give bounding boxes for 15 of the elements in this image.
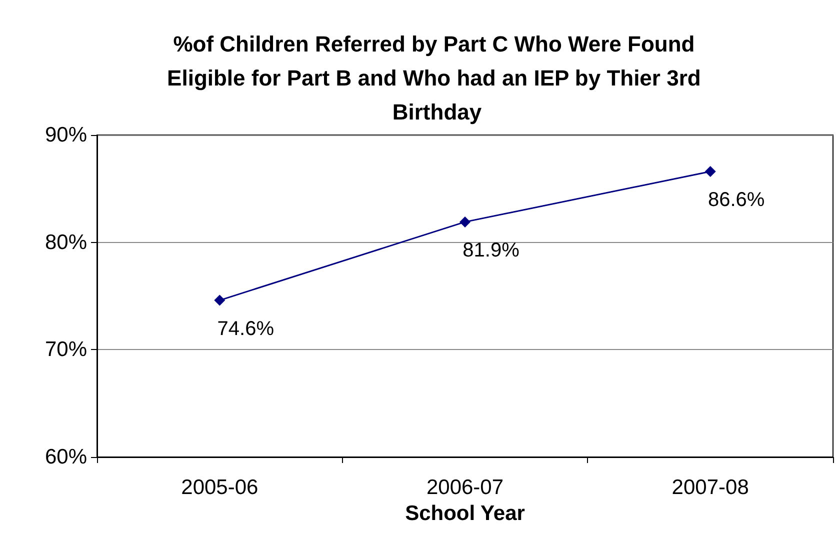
x-tick-label: 2006-07 [426,476,504,499]
point [704,166,716,177]
x-tick-label: 2005-06 [181,476,258,499]
y-tick-label: 60% [44,446,87,468]
data-label: 74.6% [217,318,274,340]
y-tick-label: 80% [44,230,87,254]
chart-title: %of Children Referred by Part C Who Were Found Eligible for Part B and Who had an IEP by Thier 3rd Birthday [167,32,707,124]
x-tick-label: 2007-08 [672,476,749,499]
data-label: 86.6% [708,188,765,211]
data-label: 81.9% [462,239,520,262]
x-axis-title: School Year [405,502,525,525]
y-tick-label: 70% [44,338,87,362]
point [460,216,470,228]
point [214,294,226,306]
y-tick-label: 90% [44,124,87,146]
